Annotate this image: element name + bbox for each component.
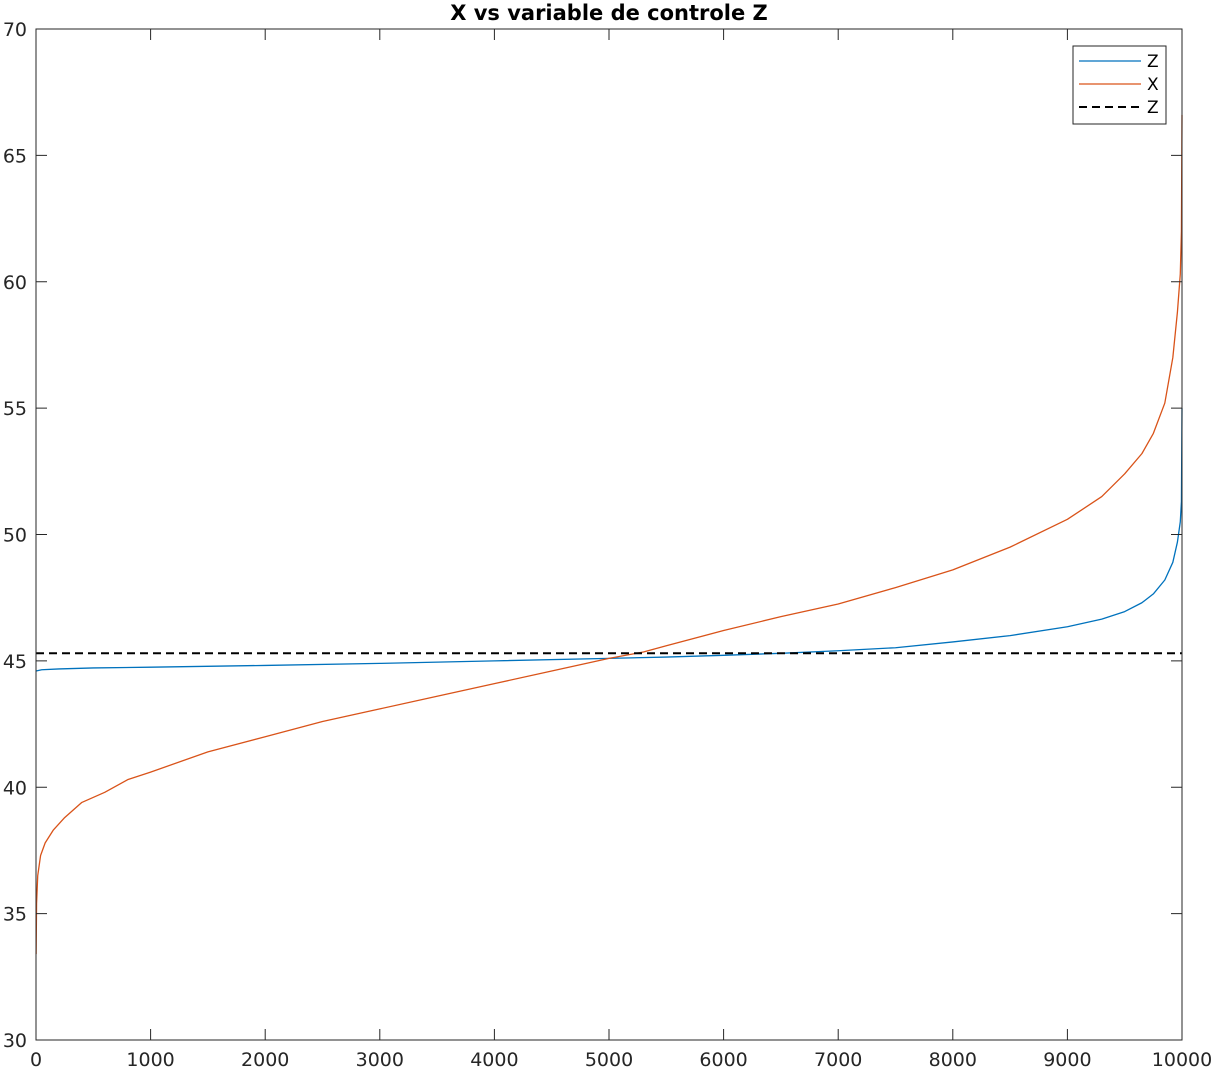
x-tick-label: 10000	[1152, 1049, 1212, 1071]
legend: ZXZ	[1072, 45, 1167, 125]
x-tick-label: 3000	[356, 1049, 404, 1071]
x-tick-label: 7000	[814, 1049, 862, 1071]
series-line-x	[35, 114, 1183, 955]
legend-box	[1072, 45, 1167, 125]
y-tick-label: 40	[3, 777, 27, 799]
x-tick-label: 5000	[585, 1049, 633, 1071]
series-line-z	[35, 408, 1183, 672]
y-tick-label: 30	[3, 1030, 27, 1052]
y-tick-label: 45	[3, 651, 27, 673]
y-tick-label: 35	[3, 904, 27, 926]
x-tick-label: 0	[30, 1049, 42, 1071]
axes: 0 1000 2000 3000 4000 5000 6000 7000 8000 9000 100…	[3, 19, 1212, 1071]
y-tick-label: 70	[3, 19, 27, 41]
y-tick-label: 55	[3, 398, 27, 420]
legend-label: Z	[1147, 52, 1159, 72]
y-tick-label: 50	[3, 525, 27, 547]
x-tick-label: 1000	[126, 1049, 174, 1071]
y-tick-label: 65	[3, 145, 27, 167]
legend-label: X	[1147, 75, 1159, 95]
legend-label: Z	[1147, 98, 1159, 118]
series-group	[35, 114, 1183, 955]
plot-area	[36, 29, 1182, 1040]
plot-background	[36, 29, 1182, 1040]
y-tick-label: 60	[3, 272, 27, 294]
x-tick-label: 9000	[1043, 1049, 1091, 1071]
x-tick-label: 2000	[241, 1049, 289, 1071]
x-tick-label: 8000	[929, 1049, 977, 1071]
x-tick-label: 4000	[470, 1049, 518, 1071]
x-tick-label: 6000	[699, 1049, 747, 1071]
chart-title: X vs variable de controle Z	[450, 1, 768, 25]
